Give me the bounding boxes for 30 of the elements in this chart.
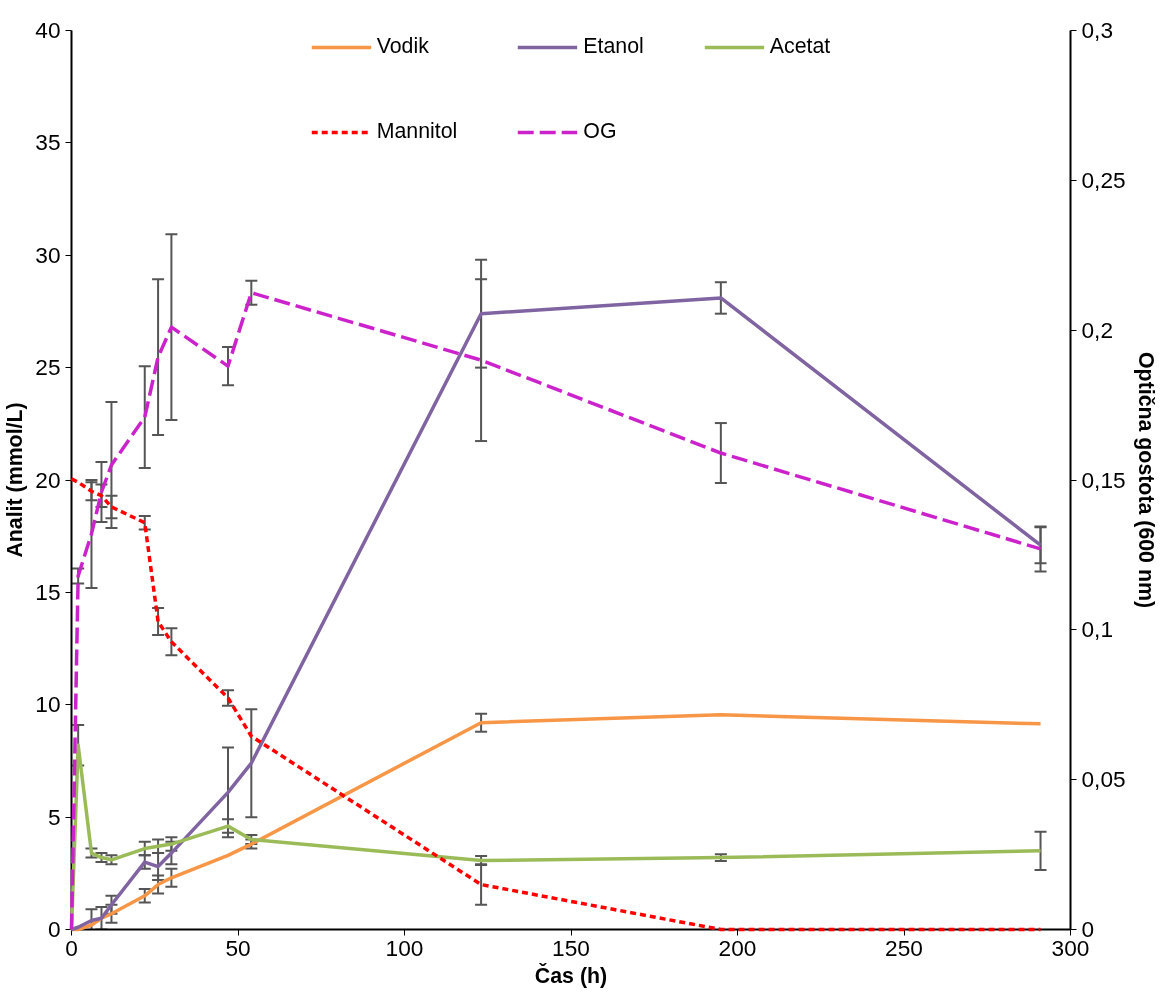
y2-tick-label: 0,1 — [1081, 616, 1113, 643]
line-series — [69, 477, 1043, 932]
x-axis-title: Čas (h) — [534, 962, 608, 988]
legend-label: OG — [583, 119, 617, 144]
y-tick-label: 30 — [35, 241, 61, 268]
y-tick-label: 5 — [47, 803, 61, 830]
x-tick-label: 100 — [385, 934, 424, 961]
y-tick-label: 0 — [47, 916, 61, 942]
y2-tick-label: 0,05 — [1081, 766, 1126, 793]
x-tick-label: 50 — [225, 934, 251, 961]
y2-tick-label: 0,15 — [1081, 466, 1126, 493]
y2-tick-label: 0,25 — [1081, 166, 1126, 193]
y2-axis-title: Optična gostota (600 nm) — [1133, 352, 1158, 608]
y-tick-label: 10 — [35, 691, 61, 718]
y-tick-label: 25 — [35, 354, 61, 381]
x-tick-label: 200 — [718, 934, 757, 961]
legend-label: Acetat — [769, 34, 831, 59]
y-tick-label: 35 — [35, 129, 61, 156]
x-tick-label: 0 — [65, 934, 78, 961]
legend-label: Mannitol — [376, 119, 458, 144]
legend-label: Vodik — [376, 34, 429, 59]
y-axis-title: Analit (mmol/L) — [3, 402, 28, 558]
y-tick-label: 15 — [35, 578, 61, 605]
y-tick-label: 40 — [35, 17, 61, 43]
x-tick-label: 250 — [885, 934, 923, 961]
x-tick-label: 150 — [552, 934, 590, 961]
legend-label: Etanol — [583, 34, 644, 59]
y2-tick-label: 0,3 — [1081, 17, 1113, 43]
y-tick-label: 20 — [35, 466, 61, 493]
y2-tick-label: 0,2 — [1081, 316, 1113, 343]
